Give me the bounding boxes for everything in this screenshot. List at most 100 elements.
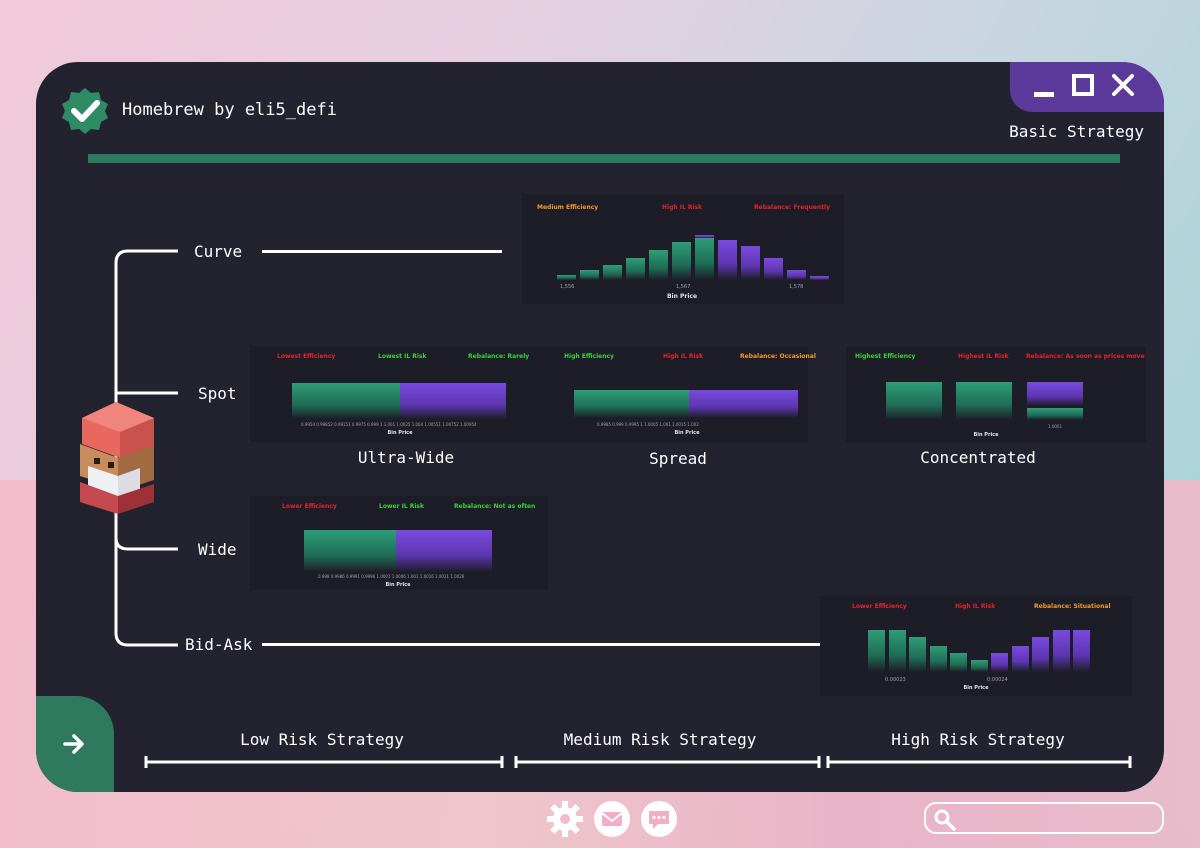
chat-icon [641,801,677,837]
concentrated-efficiency: Highest Efficiency [855,353,916,360]
bid-ask-tick: 0.00023 [885,677,906,683]
green-bar [649,250,668,280]
curve-tick: 1,556 [560,284,575,290]
bid-ask-rebalance: Rebalance: Situational [1034,603,1111,610]
window-controls [1010,62,1164,112]
concentrated-bar [1027,382,1083,406]
spot-label-concentrated: Concentrated [920,448,1036,467]
ultra-wide-rebalance: Rebalance: Rarely [468,353,530,360]
purple-bar [741,246,760,280]
gear-icon [547,801,583,837]
concentrated-bar [886,382,942,420]
purple-bar [1052,630,1070,672]
green-bar [970,660,988,672]
risk-scale-ruler [144,756,1132,768]
bid-ask-chart-panel: Lower Efficiency High IL Risk Rebalance:… [820,596,1132,696]
tree-label-wide: Wide [198,540,237,559]
spread-chart-panel: High Efficiency High IL Risk Rebalance: … [554,346,816,442]
maximize-icon [1072,74,1094,96]
tree-label-curve: Curve [194,242,243,261]
settings-button[interactable] [546,800,584,838]
ultra-wide-chart-panel: Lowest Efficiency Lowest IL Risk Rebalan… [250,346,554,442]
spread-ticks: 0.9985 0.999 0.9995 1 1.0005 1.001 1.001… [597,422,699,427]
curve-chart-panel: Medium Efficiency High IL Risk Rebalance… [522,194,844,304]
wide-risk: Lower IL Risk [379,503,424,510]
app-window: Homebrew by eli5_defi Basic Strategy Cur… [36,62,1164,792]
chat-button[interactable] [640,800,678,838]
curve-axis-title: Bin Price [666,293,698,300]
close-icon [1112,74,1134,96]
spot-label-spread: Spread [649,449,707,468]
green-bar [580,270,599,280]
purple-bar [695,235,714,238]
spread-purple-range [689,390,798,418]
green-bar [950,653,967,672]
curve-rebalance: Rebalance: Frequently [754,204,831,211]
risk-label-low: Low Risk Strategy [240,730,404,749]
curve-efficiency: Medium Efficiency [537,204,599,211]
ultra-wide-efficiency: Lowest Efficiency [277,353,336,360]
search-box[interactable] [924,802,1164,834]
bid-ask-risk: High IL Risk [955,603,996,610]
maximize-button[interactable] [1070,70,1102,102]
purple-bar [787,270,806,280]
close-button[interactable] [1110,70,1142,102]
green-bar [909,637,926,672]
tree-label-bid-ask: Bid-Ask [185,635,253,654]
ultra-wide-risk: Lowest IL Risk [378,353,427,360]
spot-label-ultra-wide: Ultra-Wide [357,448,455,467]
verified-badge-icon [62,88,108,134]
concentrated-risk: Highest IL Risk [958,353,1009,360]
purple-bar [991,653,1008,672]
green-bar [603,265,622,280]
risk-label-high: High Risk Strategy [891,730,1065,749]
concentrated-axis-title: Bin Price [973,432,999,438]
header-divider [88,154,1120,163]
wide-efficiency: Lower Efficiency [282,503,337,510]
spread-green-range [574,390,689,418]
next-button[interactable] [36,696,114,792]
green-bar [929,645,947,672]
wide-axis-title: Bin Price [385,582,411,588]
wide-green-range [304,530,396,572]
tree-label-spot: Spot [198,384,237,403]
green-bar [557,275,576,280]
app-title: Homebrew by eli5_defi [122,100,337,120]
bid-ask-axis-title: Bin Price [963,685,989,691]
spread-efficiency: High Efficiency [564,353,614,360]
purple-bar [810,276,829,280]
spread-rebalance: Rebalance: Occasional [740,353,816,360]
minimize-icon [1034,92,1054,97]
mail-button[interactable] [593,800,631,838]
ultra-wide-green-range [292,383,400,419]
concentrated-bar [1027,408,1083,420]
minimize-button[interactable] [1030,70,1062,102]
curve-tick: 1,567 [676,284,691,290]
green-bar [626,258,645,280]
curve-risk: High IL Risk [662,204,703,211]
bid-ask-connector-line [262,643,820,646]
purple-bar [1073,630,1090,672]
page-subtitle: Basic Strategy [1009,122,1144,141]
green-bar [868,630,885,672]
bid-ask-efficiency: Lower Efficiency [852,603,907,610]
wide-rebalance: Rebalance: Not as often [454,503,536,510]
curve-connector-line [262,250,502,253]
curve-tick: 1,578 [789,284,804,290]
bid-ask-tick: 0.00024 [987,677,1008,683]
purple-bar [718,240,737,280]
gnome-avatar [80,402,154,514]
concentrated-tick: 1.0001 [1048,424,1062,429]
ultra-wide-axis-title: Bin Price [387,430,413,436]
arrow-right-icon [63,734,84,754]
green-bar [695,238,714,280]
green-bar [888,630,906,672]
mail-icon [594,801,630,837]
wide-purple-range [396,530,492,572]
wide-chart-panel: Lower Efficiency Lower IL Risk Rebalance… [250,496,548,590]
search-icon [934,809,956,831]
purple-bar [1011,645,1029,672]
purple-bar [764,258,783,280]
spread-axis-title: Bin Price [674,430,700,436]
search-input[interactable] [962,808,1154,828]
